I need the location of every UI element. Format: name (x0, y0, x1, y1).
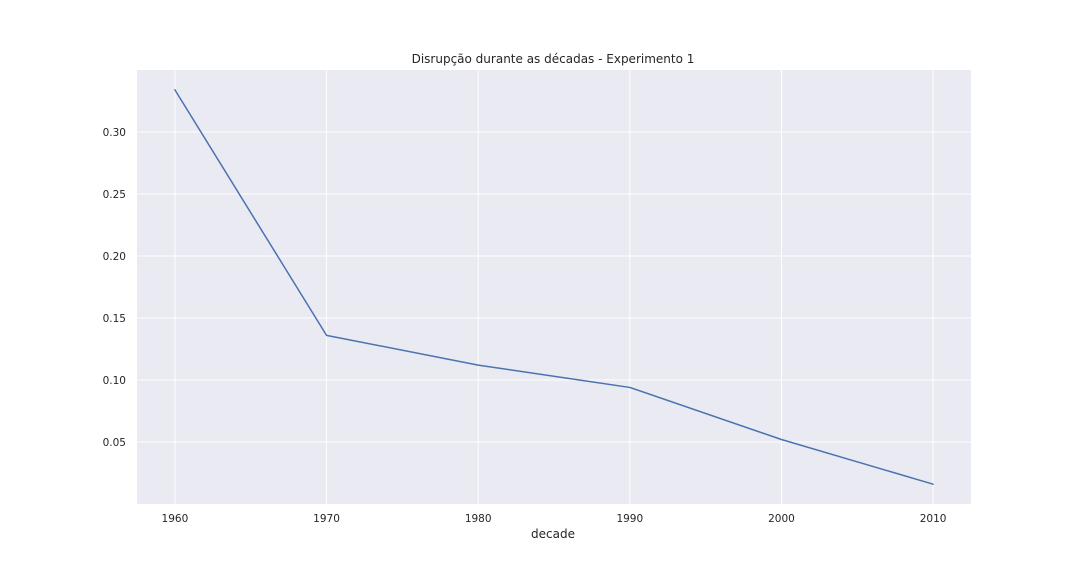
y-tick-label: 0.20 (103, 251, 126, 263)
y-tick-label: 0.25 (103, 189, 126, 201)
x-tick-label: 2000 (768, 513, 795, 525)
y-grid-lines (137, 131, 971, 443)
y-tick-label: 0.15 (103, 313, 126, 325)
y-tick-label: 0.05 (103, 437, 126, 449)
x-tick-label: 1980 (465, 513, 492, 525)
series-layer (174, 89, 934, 485)
x-tick-label: 1990 (616, 513, 643, 525)
x-tick-labels: 1960 1970 1980 1990 2000 2010 (162, 513, 947, 525)
x-grid-lines (174, 70, 934, 504)
plot-background (137, 70, 971, 504)
x-tick-label: 1970 (313, 513, 340, 525)
series-line-0 (174, 89, 934, 485)
y-tick-labels: 0.05 0.10 0.15 0.20 0.25 0.30 (103, 127, 126, 449)
x-axis-label: decade (531, 527, 575, 541)
y-tick-label: 0.10 (103, 375, 126, 387)
chart-title: Disrupção durante as décadas - Experimen… (412, 52, 695, 66)
y-tick-label: 0.30 (103, 127, 126, 139)
x-tick-label: 2010 (920, 513, 947, 525)
x-tick-label: 1960 (162, 513, 189, 525)
